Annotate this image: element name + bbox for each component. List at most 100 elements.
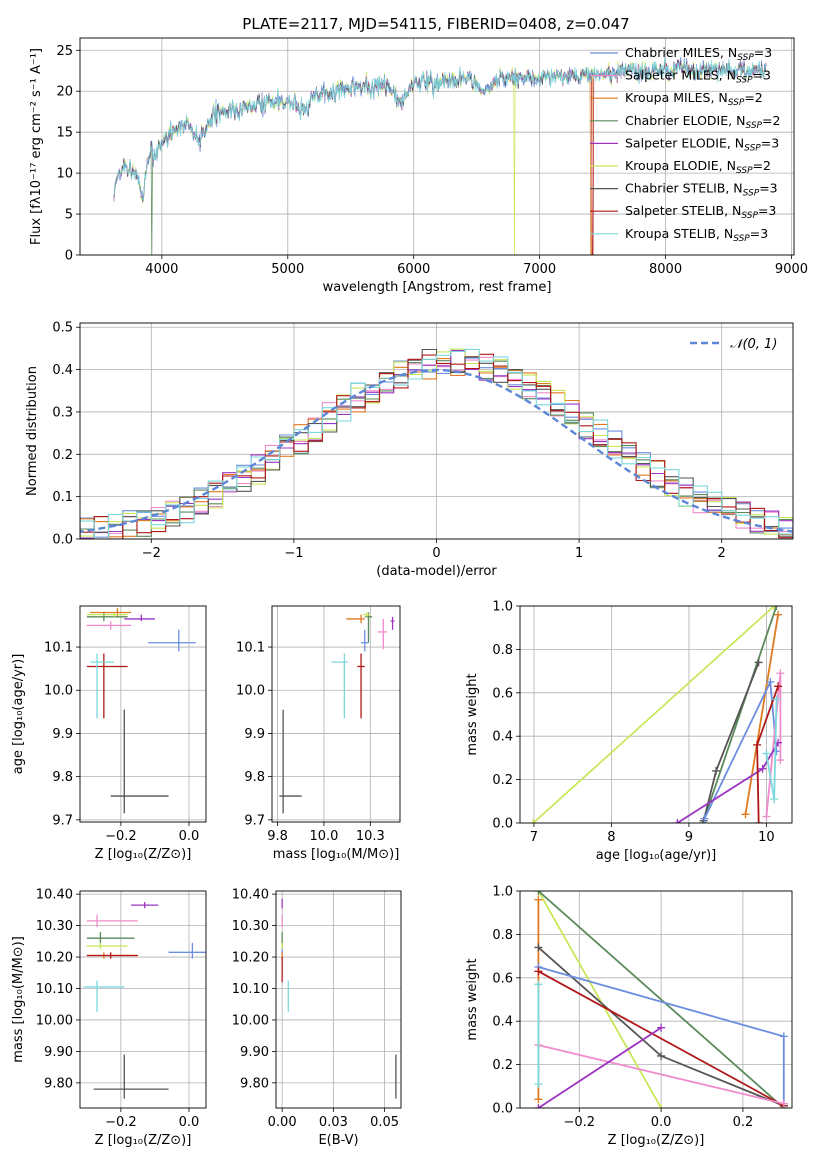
legend-label: Chabrier ELODIE, NSSP=2 (625, 113, 780, 131)
axes-frame (79, 37, 795, 256)
y-tick-label: 9.9 (244, 727, 265, 742)
grid (80, 891, 206, 1108)
x-tick-label: 2 (718, 546, 726, 561)
grid (520, 605, 792, 824)
mass-weight-marker (762, 812, 771, 821)
mass-weight-marker (779, 1032, 788, 1041)
legend-label: Salpeter STELIB, NSSP=3 (625, 203, 776, 221)
x-tick-label: 1 (575, 546, 583, 561)
mass-weight-marker (758, 764, 767, 773)
y-tick-label: 10.40 (232, 888, 269, 903)
y-tick-label: 0.4 (492, 1015, 513, 1030)
x-axis-label: wavelength [Angstrom, rest frame] (323, 280, 552, 295)
y-tick-label: 10.20 (232, 951, 269, 966)
x-tick-label: −1 (284, 546, 303, 561)
legend-label: Kroupa MILES, NSSP=2 (625, 90, 763, 108)
legend-model-name: Salpeter MILES, N (625, 68, 736, 83)
mass-weight-line (538, 1044, 785, 1105)
legend-subscript: SSP (743, 189, 760, 199)
legend-model-name: Chabrier MILES, N (625, 45, 737, 60)
y-tick-label: 0.2 (52, 448, 73, 463)
legend-subscript: SSP (728, 98, 745, 108)
legend-subscript: SSP (741, 211, 758, 221)
legend-nssp: =3 (750, 226, 768, 241)
mass-weight-marker (534, 891, 543, 895)
mass-weight-marker (776, 756, 785, 765)
mass-weight-line (702, 606, 778, 823)
y-tick-label: 9.90 (240, 1045, 269, 1060)
y-tick-label: 9.8 (52, 770, 73, 785)
axes-frame (79, 322, 794, 540)
legend-nssp: =2 (762, 113, 780, 128)
legend-subscript: SSP (744, 143, 761, 153)
axes-frame (271, 605, 401, 823)
legend-label: Chabrier STELIB, NSSP=3 (625, 181, 778, 199)
legend-subscript: SSP (736, 166, 753, 176)
normal-reference-curve (80, 368, 793, 533)
x-tick-label: 8 (607, 830, 615, 845)
y-tick-label: 10.30 (232, 919, 269, 934)
y-axis-label: Normed distribution (25, 366, 40, 496)
x-tick-label: −0.2 (105, 829, 137, 844)
legend-label: Chabrier MILES, NSSP=3 (625, 45, 772, 63)
y-tick-label: 10.10 (36, 982, 73, 997)
axes-residual-histogram: −2 −1 0 1 2 0.0 0.1 0.2 0.3 0.4 0.5 (data-model)/er… (25, 321, 794, 579)
x-tick-label: 7000 (523, 262, 556, 277)
mass-weight-marker (754, 658, 763, 667)
legend-subscript: SSP (745, 121, 762, 131)
mass-weight-marker (534, 1104, 543, 1108)
axes-frame (519, 890, 793, 1109)
plot-area (80, 348, 793, 539)
x-axis-label: Z [log₁₀(Z/Z⊙)] (95, 1133, 192, 1148)
mass-weight-line (537, 891, 785, 1108)
y-tick-label: 9.8 (244, 770, 265, 785)
grid (272, 606, 400, 822)
y-tick-label: 9.80 (240, 1076, 269, 1091)
mass-weight-marker (766, 677, 775, 686)
mass-weight-marker (657, 1104, 666, 1108)
mass-weight-line (537, 970, 785, 1107)
x-tick-label: 0.0 (179, 829, 200, 844)
x-tick-label: 5000 (271, 262, 304, 277)
plot-area (534, 891, 788, 1108)
y-tick-label: 10.30 (36, 919, 73, 934)
y-axis-label: Flux [fλ10⁻¹⁷ erg cm⁻² s⁻¹ A⁻¹] (29, 48, 44, 245)
x-tick-label: 0.00 (268, 1115, 297, 1130)
x-axis-label: Z [log₁₀(Z/Z⊙)] (608, 1133, 705, 1148)
x-axis-label: E(B-V) (318, 1133, 358, 1148)
legend-model-name: Kroupa STELIB, N (625, 226, 733, 241)
axes-mass-vs-EBV: 0.00 0.03 0.05 9.80 9.90 10.00 10.10 10.20 10.30… (232, 888, 402, 1148)
figure-title: PLATE=2117, MJD=54115, FIBERID=0408, z=0… (242, 15, 629, 33)
mass-weight-marker (534, 1095, 543, 1104)
y-tick-label: 0.6 (492, 686, 513, 701)
x-axis-label: (data-model)/error (376, 564, 497, 579)
axes-frame (79, 890, 207, 1109)
legend-nssp: =3 (754, 45, 772, 60)
legend-nssp: =2 (744, 90, 762, 105)
plot-area (83, 902, 206, 1099)
y-tick-label: 1.0 (492, 600, 513, 615)
x-axis-label: Z [log₁₀(Z/Z⊙)] (95, 847, 192, 862)
y-tick-label: 0.4 (492, 730, 513, 745)
y-axis-label: mass weight (465, 673, 480, 755)
x-tick-label: 0.05 (370, 1115, 399, 1130)
mass-weight-marker (753, 740, 762, 749)
y-tick-label: 0.0 (52, 533, 73, 548)
y-tick-label: 0.0 (492, 817, 513, 832)
legend-subscript: SSP (736, 76, 753, 86)
x-tick-label: 10 (758, 830, 775, 845)
y-tick-label: 10.10 (232, 982, 269, 997)
y-tick-label: 25 (56, 44, 73, 59)
mass-weight-marker (534, 943, 543, 952)
axes-frame (275, 890, 402, 1109)
legend-nssp: =2 (753, 158, 771, 173)
y-tick-label: 0.3 (52, 405, 73, 420)
plot-area (279, 612, 395, 814)
x-axis-label: age [log₁₀(age/yr)] (596, 848, 717, 863)
mass-weight-marker (774, 610, 783, 619)
y-tick-label: 5 (65, 208, 73, 223)
x-tick-label: −0.2 (564, 1115, 596, 1130)
x-tick-label: 10.3 (356, 829, 385, 844)
y-tick-label: 10.00 (232, 1013, 269, 1028)
